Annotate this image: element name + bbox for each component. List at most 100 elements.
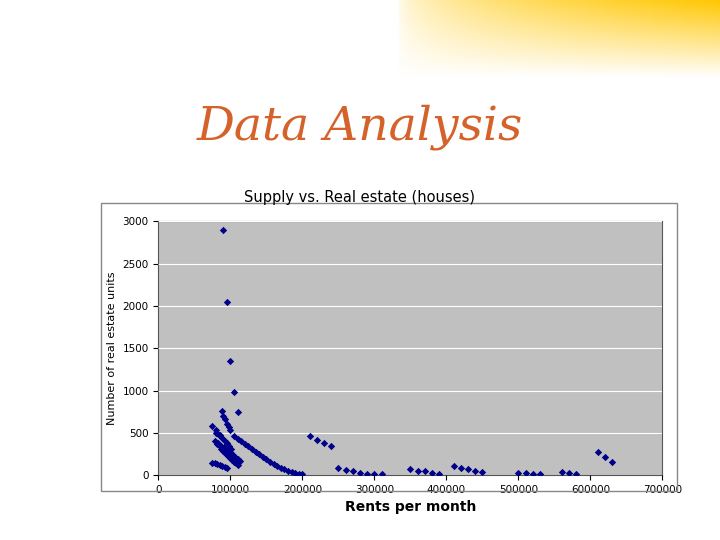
Point [223,442,235,451]
Point [264,457,276,466]
Point [225,444,237,453]
Point [215,444,227,453]
Point [297,470,308,478]
Point [223,423,235,431]
Point [318,438,330,447]
Text: Supply vs. Real estate (houses): Supply vs. Real estate (houses) [245,190,475,205]
Point [209,437,220,445]
Point [405,465,416,474]
Point [448,462,459,470]
Point [217,411,229,420]
Point [257,453,269,461]
Point [217,462,228,470]
Point [228,457,240,466]
Point [212,438,224,447]
Point [221,419,233,428]
Point [230,459,242,468]
Point [282,466,294,475]
Point [220,446,232,454]
Point [221,438,233,447]
Point [225,449,237,457]
Point [246,444,258,453]
Point [228,432,240,441]
Point [286,468,297,476]
Point [233,461,244,469]
Point [222,447,234,456]
Point [226,456,238,464]
Point [271,462,283,470]
Point [513,468,524,477]
Point [217,447,229,455]
Point [311,435,323,444]
Point [354,468,366,477]
Point [219,436,230,445]
Point [592,447,603,456]
Point [304,432,315,441]
Point [218,443,230,451]
Point [361,469,373,478]
Point [207,458,218,467]
Point [293,469,305,478]
Point [214,442,225,451]
Point [412,466,423,475]
Point [216,434,228,442]
Point [261,455,272,463]
Point [563,468,575,477]
Point [419,467,431,476]
Point [376,470,387,478]
Text: Calibration supply: Calibration supply [266,52,392,66]
Point [462,465,474,474]
Point [234,456,246,465]
Point [232,455,243,463]
Point [469,466,481,475]
Point [212,440,223,448]
X-axis label: Rents per month: Rents per month [345,501,476,515]
Point [215,461,226,469]
Point [212,460,223,469]
Point [433,469,445,478]
Point [268,460,279,469]
Point [369,470,380,478]
Point [222,451,233,460]
Point [219,415,230,424]
Point [225,426,236,435]
Point [253,450,265,458]
Point [228,450,239,459]
Point [534,470,546,478]
Point [213,431,225,440]
Point [225,356,236,365]
Point [333,464,344,472]
Point [232,435,243,443]
Point [243,442,254,451]
Point [214,430,225,439]
Point [599,453,611,461]
Point [455,463,467,472]
Point [340,466,351,475]
Point [210,429,222,437]
Point [289,468,301,477]
Point [426,468,438,477]
Point [570,469,582,478]
Point [217,226,229,234]
Point [477,468,488,476]
Point [347,467,359,476]
Y-axis label: Number of real estate units: Number of real estate units [107,272,117,425]
Point [216,407,228,415]
Point [209,459,220,468]
Point [219,462,230,471]
Point [215,441,227,450]
Point [275,463,287,472]
Point [210,426,222,435]
Point [250,447,261,456]
Point [230,453,241,462]
Point [224,454,235,463]
Point [325,442,337,451]
Point [228,388,240,396]
Point [556,468,567,476]
Point [221,298,233,306]
Point [235,437,247,445]
Point [520,469,531,477]
Point [279,465,290,474]
Point [239,440,251,448]
Point [220,449,231,457]
